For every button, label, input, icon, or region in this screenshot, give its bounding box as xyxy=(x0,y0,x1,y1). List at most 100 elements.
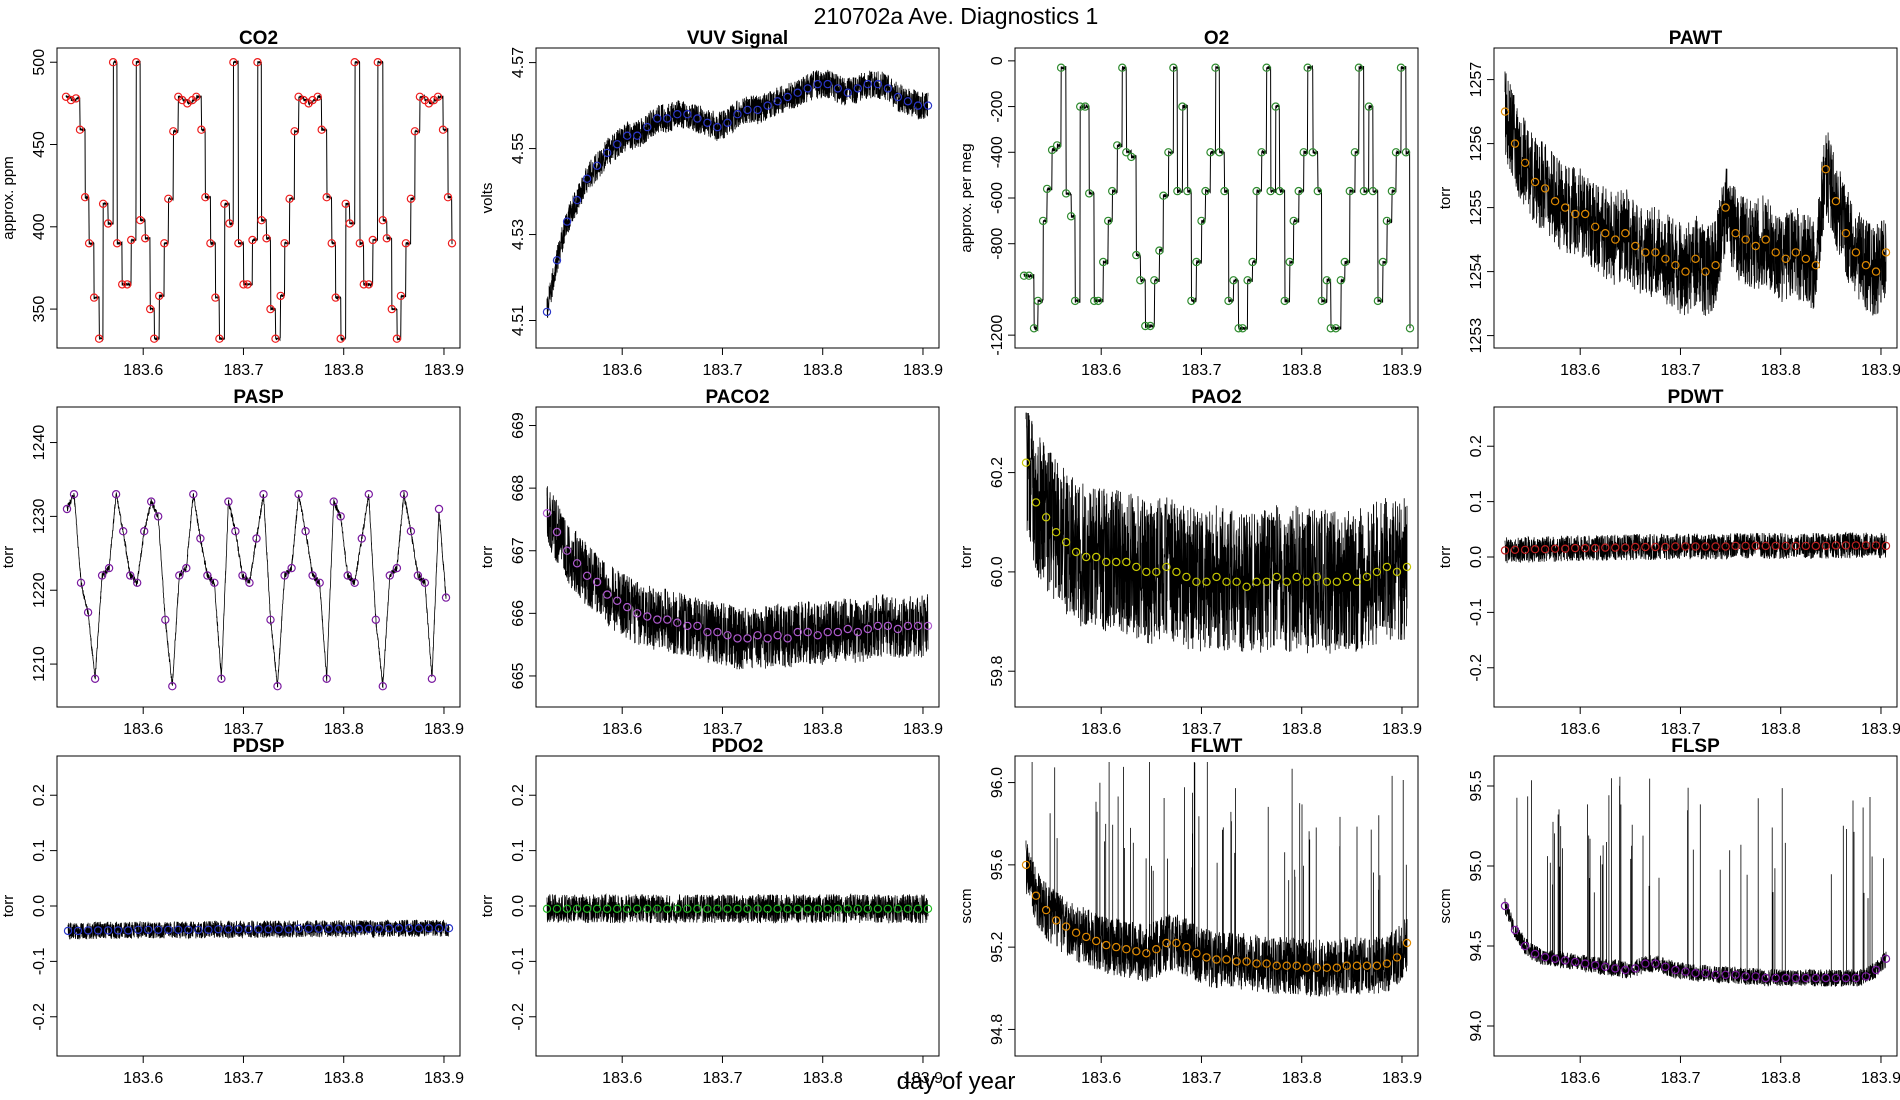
vuv-signal-point xyxy=(833,84,843,93)
pao2-point xyxy=(1031,498,1041,507)
figure-xlabel: day of year xyxy=(897,1068,1016,1095)
pawt-ylabel: torr xyxy=(1437,187,1454,210)
flwt-point xyxy=(1122,945,1131,954)
flwt-ytick-label: 95.6 xyxy=(989,849,1006,880)
flsp-point xyxy=(1500,901,1510,911)
pdsp-ytick-label: 0.0 xyxy=(31,895,48,917)
paco2-point xyxy=(693,621,702,631)
vuv-signal-point xyxy=(753,105,762,115)
pao2-title: PAO2 xyxy=(1191,387,1241,408)
pasp-point xyxy=(90,674,100,684)
pdo2-point xyxy=(643,904,652,914)
pao2-point xyxy=(1242,582,1251,592)
pawt-ytick-label: 1255 xyxy=(1468,190,1485,226)
co2-point xyxy=(201,192,210,202)
flwt-point xyxy=(1051,916,1061,925)
pdsp-point xyxy=(174,925,183,935)
pasp-point xyxy=(273,682,282,691)
flwt-point xyxy=(1342,961,1352,970)
flsp-point xyxy=(1741,972,1750,981)
flwt-point xyxy=(1322,963,1332,972)
co2-point xyxy=(345,219,354,228)
o2-point xyxy=(1289,216,1298,226)
pdwt-point xyxy=(1621,543,1630,552)
flsp-point xyxy=(1721,970,1730,980)
panel-pasp: PASP 183.6 183.7 183.8 183.9 1210 1220 1230 1240… xyxy=(0,387,464,738)
pasp-point xyxy=(392,563,402,573)
co2-point xyxy=(396,291,406,301)
pawt-point xyxy=(1651,248,1660,257)
co2-point xyxy=(192,92,201,102)
pdsp-point xyxy=(404,924,414,933)
co2-ytick-label: 400 xyxy=(31,213,48,240)
pdwt-point xyxy=(1761,541,1770,551)
o2-point xyxy=(1243,276,1252,285)
flwt-point xyxy=(1132,947,1141,956)
flsp-point xyxy=(1601,962,1610,972)
paco2-point xyxy=(633,609,642,618)
co2-point xyxy=(387,304,396,314)
paco2-point xyxy=(913,621,923,631)
co2-point xyxy=(331,293,340,302)
pdsp-point xyxy=(73,926,83,936)
vuv-signal-point xyxy=(783,92,792,102)
flwt-point xyxy=(1362,961,1372,970)
pawt-point xyxy=(1691,254,1700,263)
pasp-point xyxy=(139,527,149,536)
co2-xtick-label: 183.6 xyxy=(123,362,163,379)
o2-point xyxy=(1378,257,1388,267)
o2-point xyxy=(1122,148,1131,157)
vuv-signal-point xyxy=(653,114,662,123)
flwt-point xyxy=(1212,955,1221,964)
pao2-point xyxy=(1392,567,1402,577)
flwt-point xyxy=(1222,955,1231,964)
pdsp-xtick-label: 183.8 xyxy=(324,1070,364,1087)
o2-point xyxy=(1061,189,1071,198)
pdsp-point xyxy=(444,924,454,933)
paco2-point xyxy=(883,621,893,631)
pasp-point xyxy=(385,571,394,580)
vuv-signal-ytick-label: 4.51 xyxy=(510,305,527,336)
pdsp-point xyxy=(194,925,203,935)
flsp-ylabel: sccm xyxy=(1437,889,1454,924)
flsp-point xyxy=(1771,973,1780,983)
flwt-xtick-label: 183.6 xyxy=(1081,1070,1121,1087)
co2-point xyxy=(211,293,220,302)
flsp-point xyxy=(1701,969,1710,978)
flwt-point xyxy=(1101,940,1111,950)
flwt-point xyxy=(1252,959,1261,968)
vuv-signal-point xyxy=(582,174,592,183)
pdo2-point xyxy=(843,904,853,914)
o2-point xyxy=(1150,276,1159,285)
o2-point xyxy=(1294,186,1303,196)
pasp-point xyxy=(118,527,128,536)
paco2-point xyxy=(592,577,602,587)
pasp-point xyxy=(413,571,423,580)
flwt-point xyxy=(1332,963,1342,972)
pao2-xtick-label: 183.6 xyxy=(1081,721,1121,738)
panel-pdwt: PDWT 183.6 183.7 183.8 183.9 -0.2 -0.1 0.0 0.1 0.… xyxy=(1437,387,1900,738)
vuv-signal-point xyxy=(613,140,622,149)
pasp-point xyxy=(420,578,430,588)
flsp-point xyxy=(1711,970,1720,980)
flwt-point xyxy=(1041,905,1051,915)
pasp-point xyxy=(189,490,198,499)
pdsp-point xyxy=(164,925,173,935)
paco2-point xyxy=(853,627,863,637)
pawt-point xyxy=(1731,228,1740,238)
pdwt-point xyxy=(1831,541,1841,550)
pao2-point xyxy=(1051,528,1061,537)
pasp-point xyxy=(329,497,338,506)
pao2-point xyxy=(1061,537,1071,547)
pdwt-point xyxy=(1771,541,1780,551)
pawt-point xyxy=(1771,248,1780,257)
pdo2-point xyxy=(562,904,572,914)
pdo2-xtick-label: 183.6 xyxy=(602,1070,642,1087)
pdwt-point xyxy=(1731,541,1740,551)
flwt-point xyxy=(1202,953,1211,962)
pawt-point xyxy=(1590,222,1600,231)
pdo2-ylabel: torr xyxy=(479,895,496,918)
pao2-point xyxy=(1142,567,1151,577)
pawt-point xyxy=(1500,107,1510,116)
co2-point xyxy=(131,58,141,67)
